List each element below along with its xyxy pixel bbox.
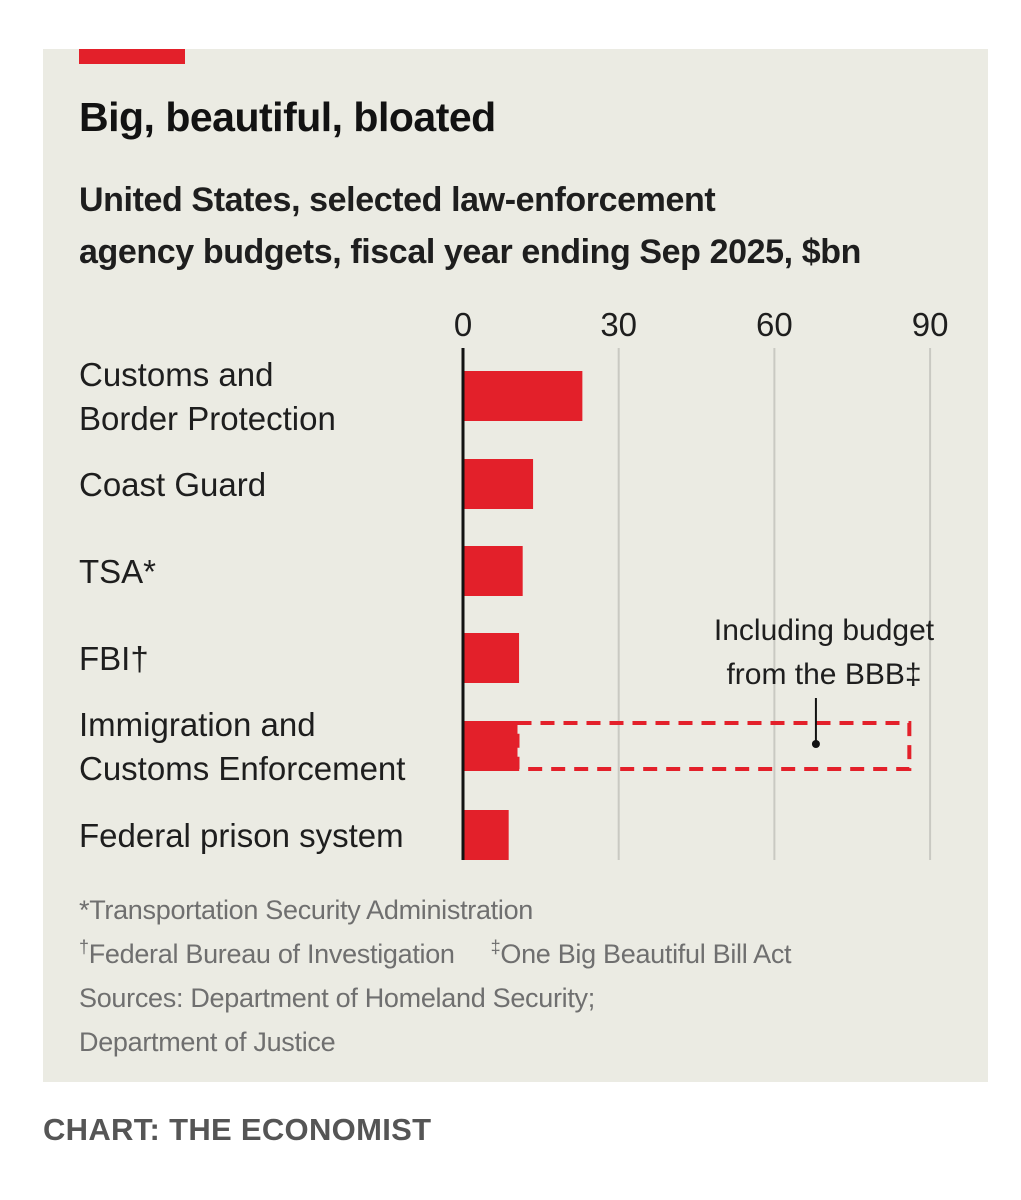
category-label-line: Customs and	[79, 356, 273, 393]
annotation-text-line-2: from the BBB‡	[726, 658, 921, 691]
annotation-dot	[811, 740, 820, 748]
footnote-tsa: *Transportation Security Administration	[79, 895, 534, 925]
category-label-line: Border Protection	[79, 400, 336, 437]
tick-label-60: 60	[756, 306, 793, 343]
annotation-text-line-1: Including budget	[714, 614, 935, 647]
double-dagger-mark: ‡	[490, 937, 501, 957]
category-label-line: FBI†	[79, 640, 149, 677]
subtitle-line-2: agency budgets, fiscal year ending Sep 2…	[79, 233, 861, 271]
chart-subtitle: United States, selected law-enforcement …	[79, 174, 979, 278]
footnote-row: †Federal Bureau of Investigation ‡One Big…	[79, 932, 792, 976]
tick-label-90: 90	[912, 306, 949, 343]
bar-1	[463, 459, 534, 509]
subtitle-line-1: United States, selected law-enforcement	[79, 181, 716, 219]
chart-credit: CHART: THE ECONOMIST	[43, 1112, 432, 1147]
sources-line-2: Department of Justice	[79, 1027, 336, 1057]
dagger-mark: †	[79, 937, 89, 957]
category-label-2: TSA*	[79, 553, 156, 590]
footnote-bbb: One Big Beautiful Bill Act	[500, 939, 792, 969]
footnotes: *Transportation Security Administration …	[79, 888, 792, 1064]
category-label-5: Federal prison system	[79, 817, 404, 854]
bar-2	[463, 546, 523, 596]
category-label-line: Immigration and	[79, 706, 316, 743]
accent-bar	[79, 49, 185, 64]
chart-title: Big, beautiful, bloated	[79, 94, 496, 140]
bar-4	[463, 721, 518, 771]
category-label-1: Coast Guard	[79, 466, 266, 503]
tick-label-30: 30	[600, 306, 637, 343]
category-label-0: Customs and Border Protection	[79, 356, 336, 437]
bar-0	[463, 371, 583, 421]
bar-5	[463, 810, 509, 860]
bar-3	[463, 633, 520, 683]
category-label-line: Federal prison system	[79, 817, 404, 854]
footnote-fbi: Federal Bureau of Investigation	[88, 939, 455, 969]
category-label-line: Customs Enforcement	[79, 750, 405, 787]
sources-line-1: Sources: Department of Homeland Security…	[79, 983, 595, 1013]
category-label-line: TSA*	[79, 553, 156, 590]
tick-label-0: 0	[454, 306, 472, 343]
category-label-3: FBI†	[79, 640, 149, 677]
bar-bbb-extension	[515, 721, 912, 771]
category-label-line: Coast Guard	[79, 466, 266, 503]
category-label-4: Immigration and Customs Enforcement	[79, 706, 405, 787]
